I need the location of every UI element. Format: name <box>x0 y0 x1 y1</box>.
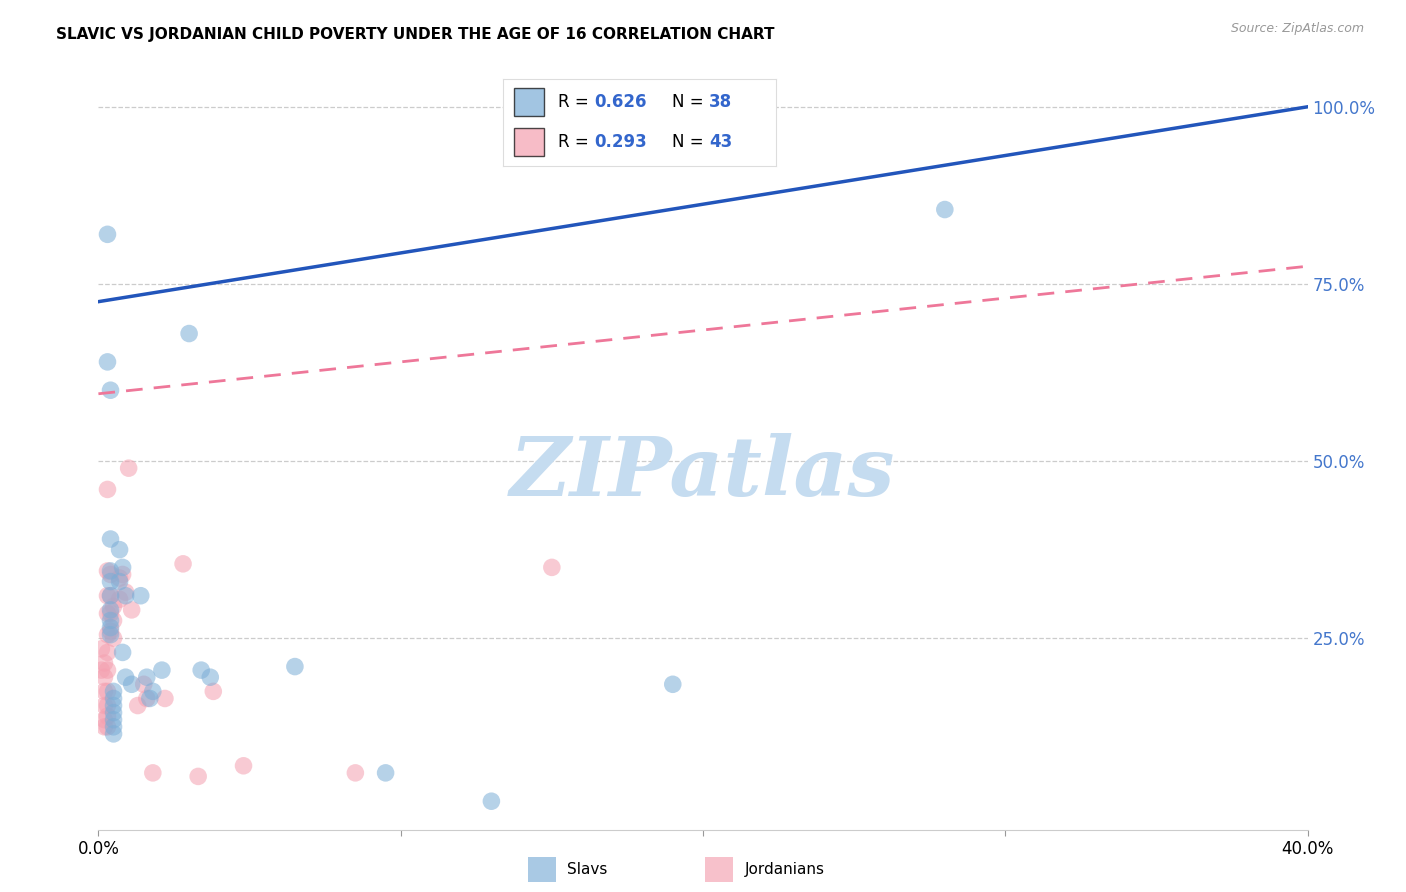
Point <box>129 589 152 603</box>
Point <box>93 720 115 734</box>
Point <box>100 564 122 578</box>
Point <box>153 691 176 706</box>
Point <box>100 614 122 628</box>
Point <box>540 560 562 574</box>
Point <box>100 628 122 642</box>
Point <box>135 691 157 706</box>
Point <box>96 483 118 497</box>
Point <box>96 355 118 369</box>
Point <box>103 713 125 727</box>
Point <box>100 607 122 621</box>
Point <box>200 670 222 684</box>
Point <box>103 632 125 646</box>
Point <box>96 663 118 677</box>
Text: Slavs: Slavs <box>568 863 607 877</box>
Point <box>103 599 125 614</box>
Point <box>132 677 155 691</box>
Point <box>100 532 122 546</box>
Point <box>139 691 162 706</box>
Point <box>96 645 118 659</box>
Point <box>108 574 131 589</box>
Text: Source: ZipAtlas.com: Source: ZipAtlas.com <box>1230 22 1364 36</box>
Point <box>108 542 131 557</box>
Point <box>111 560 134 574</box>
Point <box>103 698 125 713</box>
Point <box>100 589 122 603</box>
Point <box>100 603 122 617</box>
Point <box>103 706 125 720</box>
Bar <box>706 857 733 882</box>
Point <box>100 621 122 635</box>
Point <box>121 603 143 617</box>
Text: Jordanians: Jordanians <box>745 863 824 877</box>
Point <box>90 641 112 656</box>
Point <box>118 461 141 475</box>
Point <box>172 557 194 571</box>
Point <box>96 607 118 621</box>
Point <box>934 202 956 217</box>
Point <box>121 677 143 691</box>
Point <box>103 614 125 628</box>
Point <box>111 567 134 582</box>
Point <box>90 663 112 677</box>
Point <box>190 663 212 677</box>
Point <box>187 769 209 783</box>
Point <box>96 628 118 642</box>
Text: ZIPatlas: ZIPatlas <box>510 434 896 513</box>
Point <box>100 589 122 603</box>
Point <box>114 670 136 684</box>
Point <box>100 574 122 589</box>
Point <box>232 759 254 773</box>
Point <box>108 571 131 585</box>
Point <box>142 684 165 698</box>
Point <box>93 713 115 727</box>
Point <box>96 589 118 603</box>
Point <box>96 564 118 578</box>
Point <box>93 698 115 713</box>
Text: SLAVIC VS JORDANIAN CHILD POVERTY UNDER THE AGE OF 16 CORRELATION CHART: SLAVIC VS JORDANIAN CHILD POVERTY UNDER … <box>56 27 775 42</box>
Point <box>150 663 173 677</box>
Point <box>114 589 136 603</box>
Point <box>93 670 115 684</box>
Point <box>100 567 122 582</box>
Point <box>142 765 165 780</box>
Point <box>100 383 122 397</box>
Point <box>661 677 683 691</box>
Point <box>179 326 201 341</box>
Point <box>374 765 396 780</box>
Point <box>96 709 118 723</box>
Point <box>93 656 115 670</box>
Point <box>344 765 367 780</box>
Point <box>127 698 149 713</box>
Point <box>202 684 225 698</box>
Bar <box>529 857 555 882</box>
Point <box>114 585 136 599</box>
Point <box>103 691 125 706</box>
Point <box>96 698 118 713</box>
Point <box>96 684 118 698</box>
Point <box>111 645 134 659</box>
Point <box>103 727 125 741</box>
Point <box>135 670 157 684</box>
Point <box>93 684 115 698</box>
Point <box>108 592 131 607</box>
Point <box>100 624 122 639</box>
Point <box>96 720 118 734</box>
Point <box>96 227 118 242</box>
Point <box>103 720 125 734</box>
Point <box>284 659 307 673</box>
Point <box>481 794 503 808</box>
Point <box>103 684 125 698</box>
